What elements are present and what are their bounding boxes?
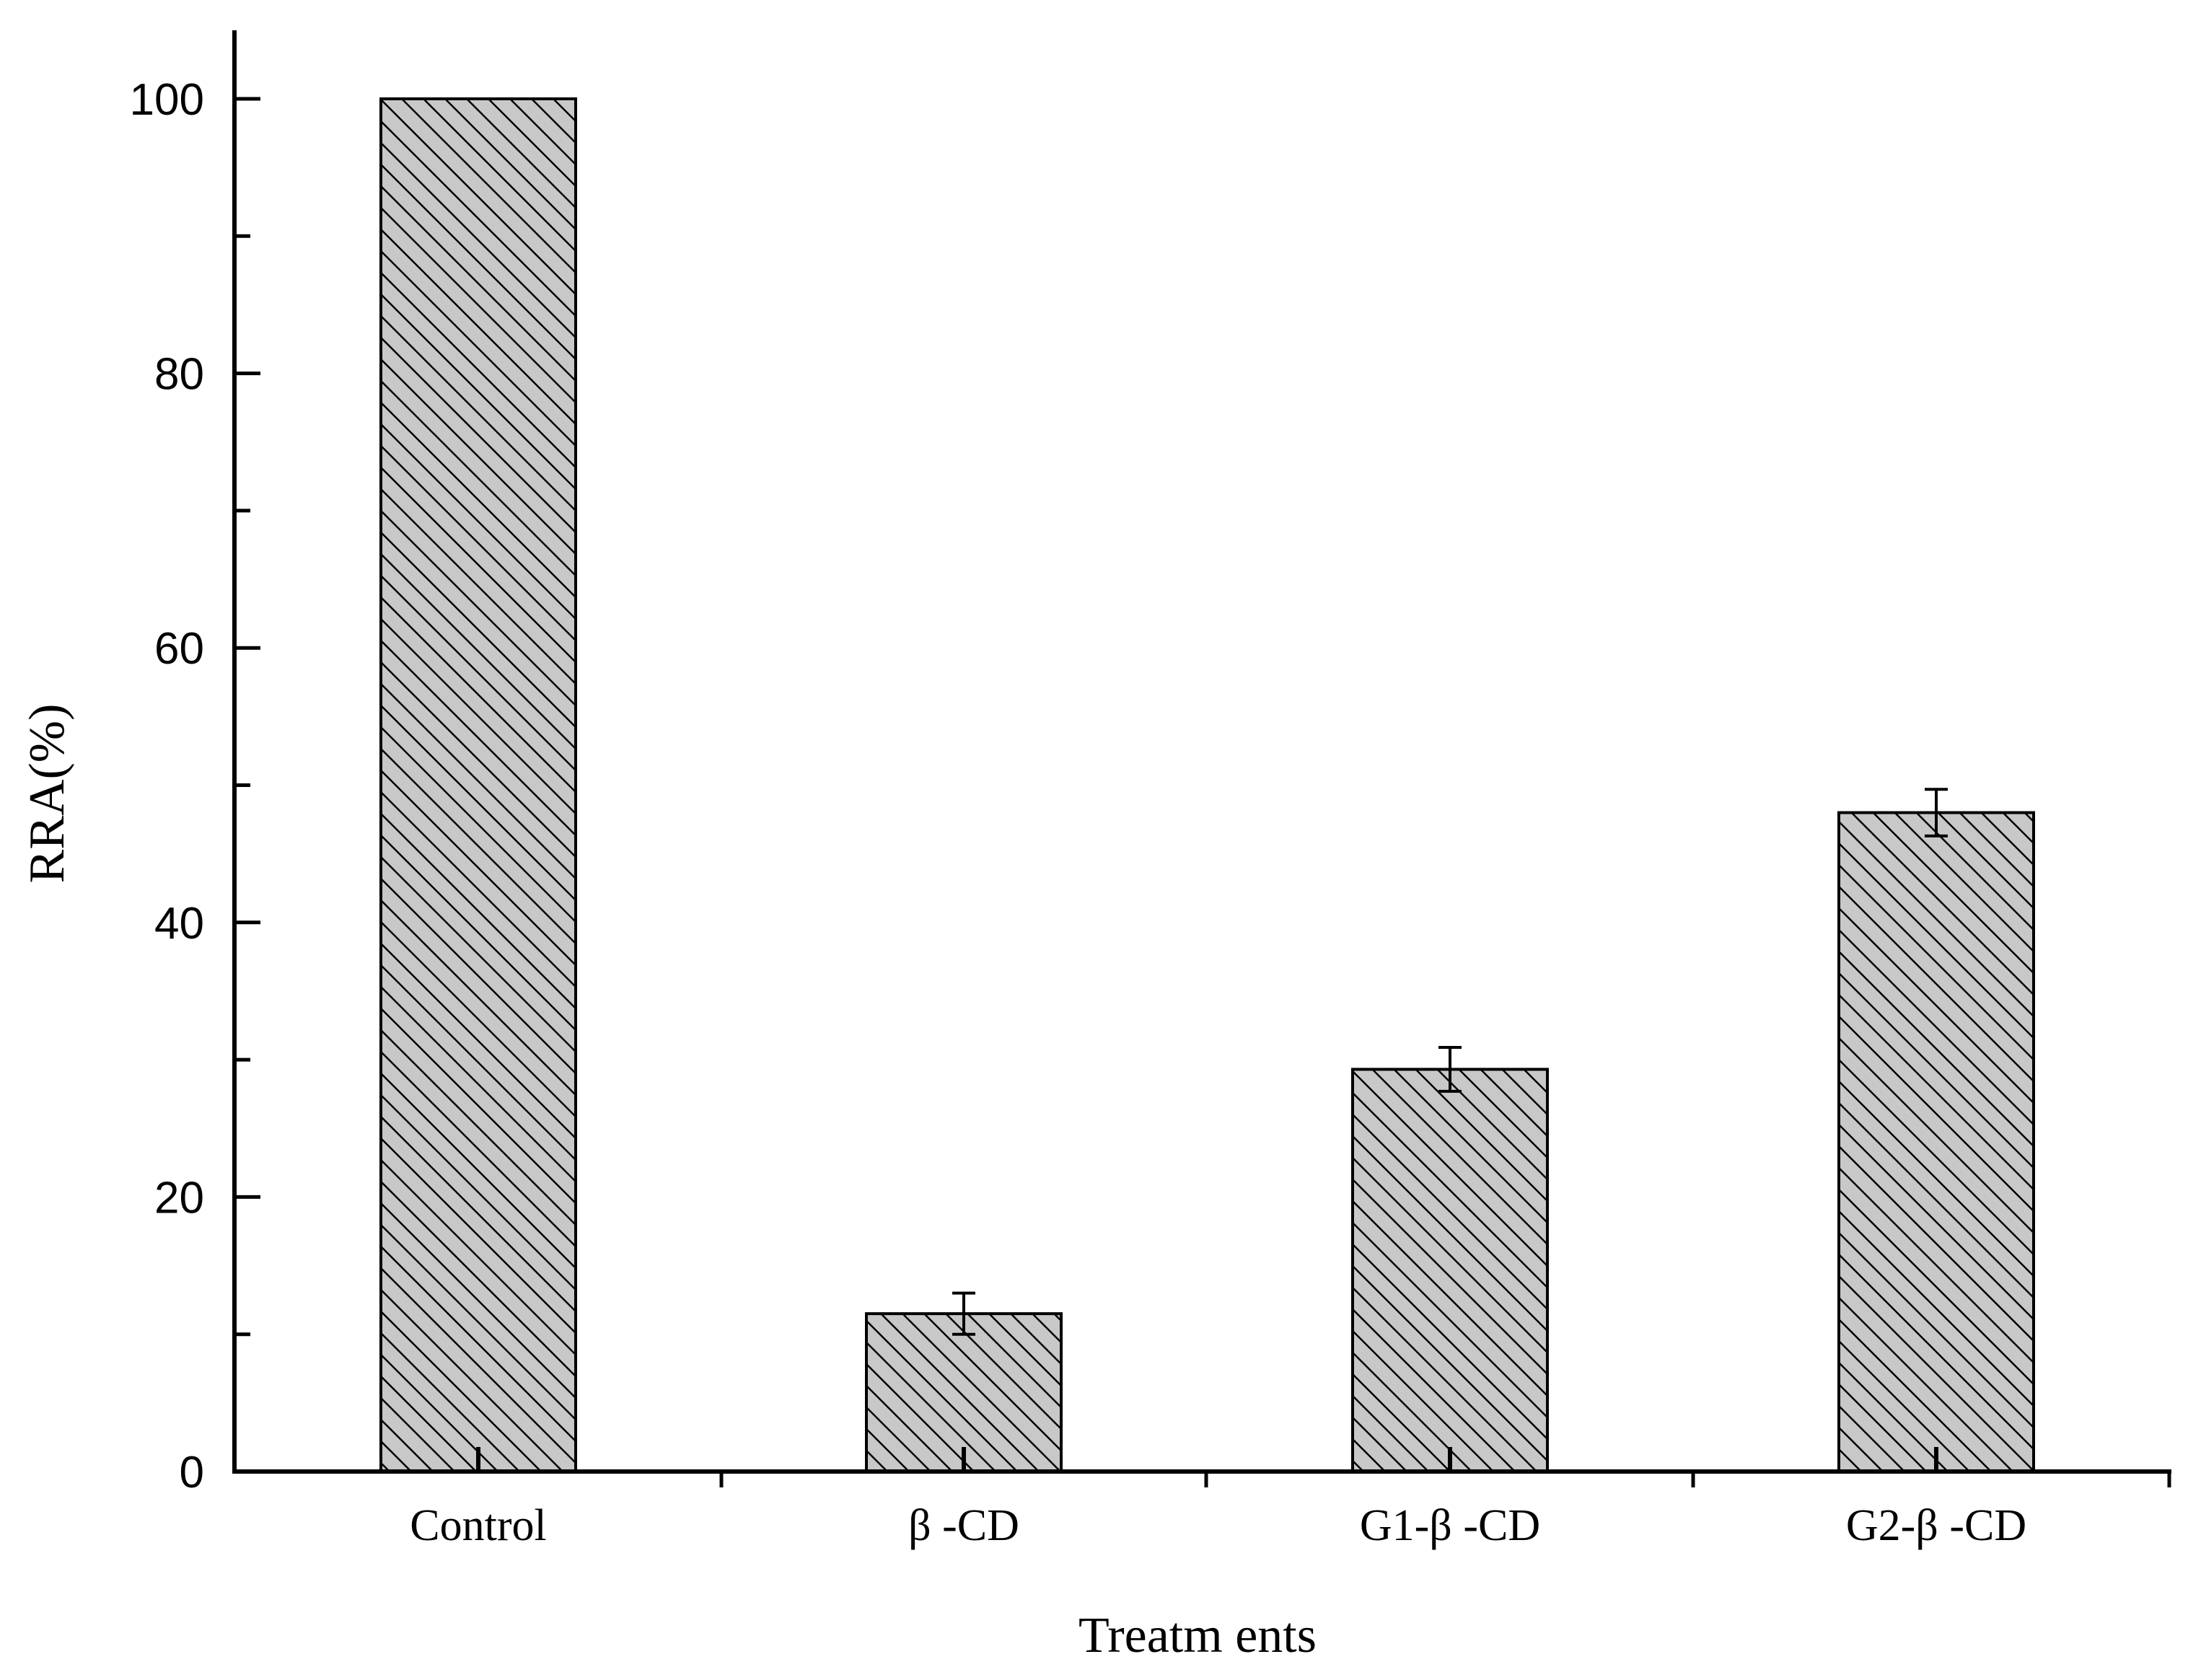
x-tick-label-1: β -CD: [908, 1501, 1019, 1550]
x-axis-title: Treatm ents: [1078, 1608, 1317, 1663]
y-tick-label-60: 60: [154, 624, 204, 674]
bar-1: [865, 1312, 1063, 1474]
bar-3: [1837, 811, 2035, 1474]
y-tick-label-20: 20: [154, 1173, 204, 1223]
y-tick-label-40: 40: [154, 899, 204, 949]
labels-layer: RRA(%) Treatm ents: [19, 704, 1317, 1663]
bar-2: [1351, 1068, 1549, 1473]
y-axis-title: RRA(%): [19, 704, 75, 884]
y-tick-label-100: 100: [130, 75, 204, 125]
y-tick-label-80: 80: [154, 350, 204, 400]
x-tick-label-2: G1-β -CD: [1360, 1501, 1540, 1550]
bars-layer: [379, 97, 2035, 1474]
error-bars-layer: [952, 788, 1948, 1336]
axes-layer: Control β -CD G1-β -CD G2-β -CD 0 20 40 60 80 100: [130, 30, 2171, 1550]
y-tick-label-0: 0: [180, 1448, 204, 1498]
bar-0: [379, 97, 577, 1473]
x-tick-label-0: Control: [410, 1501, 546, 1550]
x-tick-label-3: G2-β -CD: [1846, 1501, 2026, 1550]
